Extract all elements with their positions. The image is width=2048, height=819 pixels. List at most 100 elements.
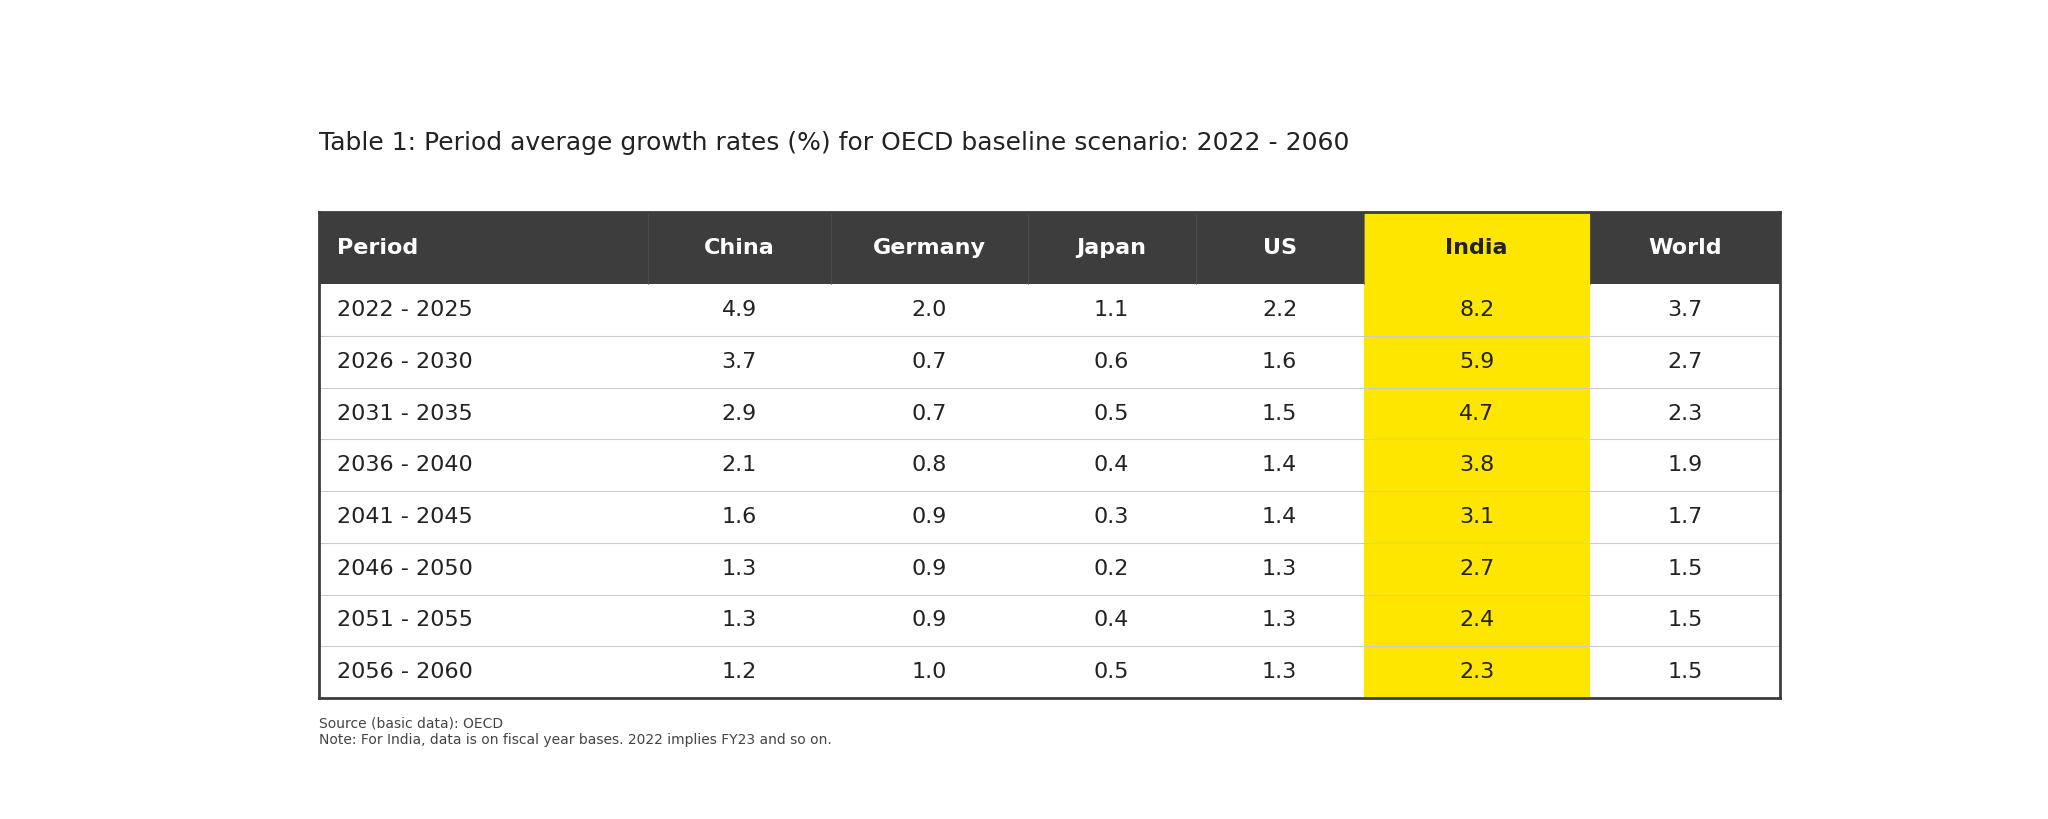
Text: 0.6: 0.6 [1094, 352, 1128, 372]
FancyBboxPatch shape [319, 595, 647, 646]
Text: 1.3: 1.3 [1262, 610, 1296, 631]
Text: 2031 - 2035: 2031 - 2035 [338, 404, 473, 423]
FancyBboxPatch shape [831, 387, 1028, 440]
Text: 0.9: 0.9 [911, 507, 946, 527]
FancyBboxPatch shape [1364, 284, 1589, 336]
Text: 0.9: 0.9 [911, 559, 946, 579]
Text: 2.7: 2.7 [1667, 352, 1702, 372]
FancyBboxPatch shape [319, 336, 647, 387]
FancyBboxPatch shape [1028, 387, 1196, 440]
Text: 1.3: 1.3 [1262, 559, 1296, 579]
Text: 0.9: 0.9 [911, 610, 946, 631]
Text: 0.8: 0.8 [911, 455, 946, 475]
FancyBboxPatch shape [1364, 440, 1589, 491]
FancyBboxPatch shape [1364, 543, 1589, 595]
Text: 0.7: 0.7 [911, 404, 946, 423]
Text: 2051 - 2055: 2051 - 2055 [338, 610, 473, 631]
Text: Table 1: Period average growth rates (%) for OECD baseline scenario: 2022 - 2060: Table 1: Period average growth rates (%)… [319, 131, 1350, 155]
Text: 0.4: 0.4 [1094, 455, 1128, 475]
FancyBboxPatch shape [1196, 595, 1364, 646]
FancyBboxPatch shape [831, 284, 1028, 336]
FancyBboxPatch shape [647, 212, 831, 284]
FancyBboxPatch shape [1028, 212, 1196, 284]
FancyBboxPatch shape [1196, 646, 1364, 698]
FancyBboxPatch shape [1028, 336, 1196, 387]
Text: 2.3: 2.3 [1458, 662, 1495, 682]
Text: 2.7: 2.7 [1458, 559, 1495, 579]
Text: US: US [1262, 238, 1296, 258]
FancyBboxPatch shape [831, 595, 1028, 646]
FancyBboxPatch shape [831, 440, 1028, 491]
FancyBboxPatch shape [1364, 336, 1589, 387]
Text: 2.9: 2.9 [721, 404, 758, 423]
Text: 2.0: 2.0 [911, 301, 946, 320]
Text: Period: Period [338, 238, 418, 258]
FancyBboxPatch shape [1589, 212, 1780, 284]
FancyBboxPatch shape [831, 336, 1028, 387]
Text: 0.4: 0.4 [1094, 610, 1128, 631]
Text: 4.7: 4.7 [1458, 404, 1495, 423]
FancyBboxPatch shape [647, 491, 831, 543]
FancyBboxPatch shape [1589, 543, 1780, 595]
FancyBboxPatch shape [1589, 491, 1780, 543]
Text: 0.7: 0.7 [911, 352, 946, 372]
Text: 3.8: 3.8 [1458, 455, 1495, 475]
FancyBboxPatch shape [1589, 646, 1780, 698]
FancyBboxPatch shape [1589, 387, 1780, 440]
FancyBboxPatch shape [831, 646, 1028, 698]
Text: 0.5: 0.5 [1094, 662, 1128, 682]
Text: 1.1: 1.1 [1094, 301, 1128, 320]
Text: 0.2: 0.2 [1094, 559, 1128, 579]
Text: 1.0: 1.0 [911, 662, 946, 682]
Text: 1.3: 1.3 [1262, 662, 1296, 682]
FancyBboxPatch shape [1028, 284, 1196, 336]
Text: 0.3: 0.3 [1094, 507, 1128, 527]
Text: 2.2: 2.2 [1262, 301, 1296, 320]
Text: 3.1: 3.1 [1458, 507, 1495, 527]
FancyBboxPatch shape [1196, 543, 1364, 595]
Text: 2.3: 2.3 [1667, 404, 1702, 423]
FancyBboxPatch shape [1196, 284, 1364, 336]
Text: Source (basic data): OECD
Note: For India, data is on fiscal year bases. 2022 im: Source (basic data): OECD Note: For Indi… [319, 717, 831, 747]
FancyBboxPatch shape [319, 284, 647, 336]
Text: 2026 - 2030: 2026 - 2030 [338, 352, 473, 372]
FancyBboxPatch shape [1196, 336, 1364, 387]
FancyBboxPatch shape [319, 491, 647, 543]
FancyBboxPatch shape [831, 543, 1028, 595]
Text: 4.9: 4.9 [721, 301, 758, 320]
FancyBboxPatch shape [1196, 491, 1364, 543]
FancyBboxPatch shape [831, 491, 1028, 543]
FancyBboxPatch shape [319, 212, 647, 284]
FancyBboxPatch shape [647, 543, 831, 595]
FancyBboxPatch shape [1364, 212, 1589, 284]
Text: 2.4: 2.4 [1458, 610, 1495, 631]
FancyBboxPatch shape [1589, 440, 1780, 491]
Text: 3.7: 3.7 [1667, 301, 1702, 320]
FancyBboxPatch shape [1196, 387, 1364, 440]
Text: 1.4: 1.4 [1262, 507, 1296, 527]
FancyBboxPatch shape [647, 336, 831, 387]
FancyBboxPatch shape [1028, 440, 1196, 491]
FancyBboxPatch shape [647, 646, 831, 698]
FancyBboxPatch shape [1364, 387, 1589, 440]
FancyBboxPatch shape [1028, 595, 1196, 646]
FancyBboxPatch shape [1364, 646, 1589, 698]
Text: World: World [1649, 238, 1722, 258]
FancyBboxPatch shape [647, 387, 831, 440]
Text: 0.5: 0.5 [1094, 404, 1128, 423]
Text: 2022 - 2025: 2022 - 2025 [338, 301, 473, 320]
Text: 2.1: 2.1 [721, 455, 758, 475]
Text: Japan: Japan [1077, 238, 1147, 258]
Text: 3.7: 3.7 [721, 352, 758, 372]
Text: 2046 - 2050: 2046 - 2050 [338, 559, 473, 579]
Text: 1.7: 1.7 [1667, 507, 1702, 527]
Text: China: China [705, 238, 774, 258]
FancyBboxPatch shape [647, 440, 831, 491]
FancyBboxPatch shape [319, 387, 647, 440]
FancyBboxPatch shape [1589, 284, 1780, 336]
FancyBboxPatch shape [1589, 595, 1780, 646]
FancyBboxPatch shape [319, 646, 647, 698]
Text: 1.5: 1.5 [1667, 559, 1702, 579]
Text: 1.9: 1.9 [1667, 455, 1702, 475]
Text: 2036 - 2040: 2036 - 2040 [338, 455, 473, 475]
